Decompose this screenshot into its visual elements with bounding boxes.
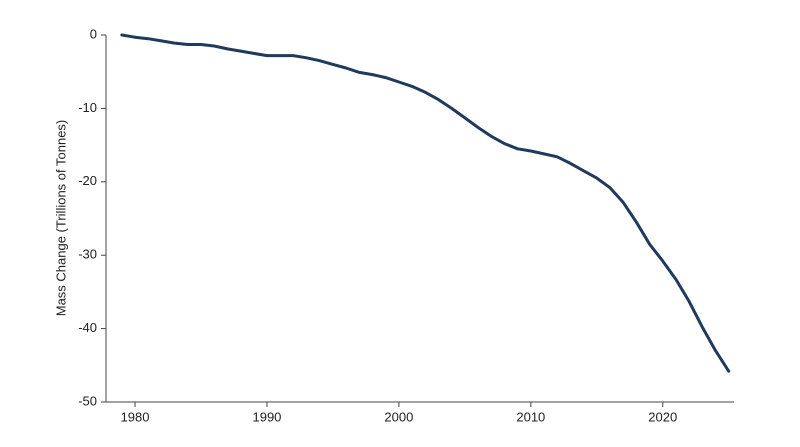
y-tick-label: -40 xyxy=(78,320,97,335)
y-tick-label: -50 xyxy=(78,393,97,408)
x-tick-label: 2010 xyxy=(516,409,545,424)
x-tick-label: 2020 xyxy=(648,409,677,424)
y-axis-label: Mass Change (Trillions of Tonnes) xyxy=(53,120,68,317)
data-line xyxy=(120,33,731,373)
x-tick-label: 2000 xyxy=(384,409,413,424)
y-tick-label: 0 xyxy=(90,26,97,41)
x-tick-label: 1990 xyxy=(252,409,281,424)
y-tick-label: -20 xyxy=(78,173,97,188)
y-tick-label: -30 xyxy=(78,247,97,262)
x-tick-label: 1980 xyxy=(121,409,150,424)
y-tick-label: -10 xyxy=(78,100,97,115)
